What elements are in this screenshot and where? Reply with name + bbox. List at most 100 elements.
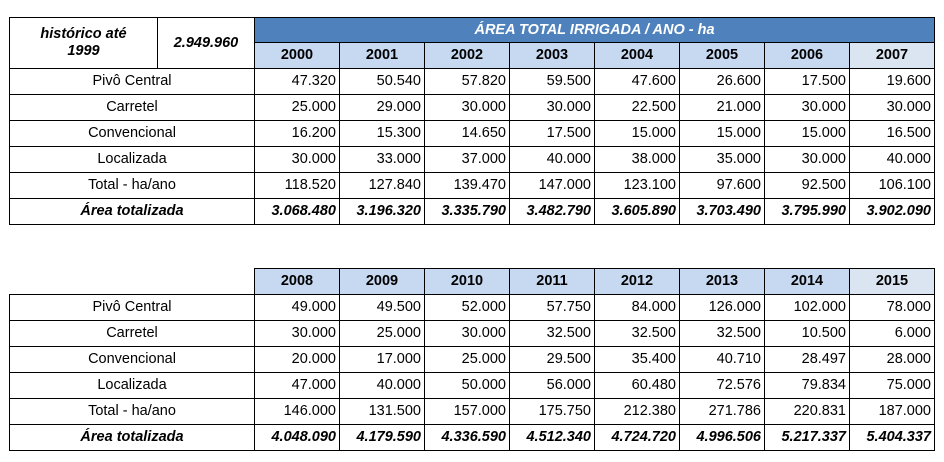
table-cell: 56.000 [509, 372, 595, 399]
table-cell: 4.048.090 [254, 424, 340, 451]
row-label: Carretel [9, 94, 255, 121]
table-cell: 50.000 [424, 372, 510, 399]
table-row: Convencional 20.000 17.000 25.000 29.500 35.4… [9, 346, 935, 373]
empty-corner [10, 269, 255, 295]
table-cell: 57.750 [509, 294, 595, 321]
table-cell: 72.576 [679, 372, 765, 399]
table-cell: 40.000 [339, 372, 425, 399]
year-header: 2002 [424, 42, 510, 69]
table-cell: 4.996.506 [679, 424, 765, 451]
table-cell: 59.500 [509, 68, 595, 95]
table-cell: 92.500 [764, 172, 850, 199]
table-cell: 3.482.790 [509, 198, 595, 225]
table-cell: 52.000 [424, 294, 510, 321]
table-row: Carretel 25.000 29.000 30.000 30.000 22.500 21… [9, 94, 935, 121]
table-cell: 28.497 [764, 346, 850, 373]
row-label: Área totalizada [9, 198, 255, 225]
year-header: 2012 [594, 268, 680, 295]
historico-label-line1: histórico até [40, 26, 127, 42]
table-cell: 6.000 [849, 320, 935, 347]
table-cell: 3.703.490 [679, 198, 765, 225]
table-cell: 49.500 [339, 294, 425, 321]
table-cell: 30.000 [254, 146, 340, 173]
table-row: Área totalizada 4.048.090 4.179.590 4.336.5… [9, 424, 935, 451]
table-cell: 25.000 [424, 346, 510, 373]
table-cell: 5.404.337 [849, 424, 935, 451]
table-row: Área totalizada 3.068.480 3.196.320 3.335.7… [9, 198, 935, 225]
table-cell: 20.000 [254, 346, 340, 373]
table-cell: 25.000 [339, 320, 425, 347]
year-header: 2010 [424, 268, 510, 295]
table-cell: 26.600 [679, 68, 765, 95]
table-cell: 102.000 [764, 294, 850, 321]
table-cell: 30.000 [764, 146, 850, 173]
table-cell: 3.068.480 [254, 198, 340, 225]
table-cell: 3.605.890 [594, 198, 680, 225]
table-cell: 30.000 [254, 320, 340, 347]
table-cell: 30.000 [509, 94, 595, 121]
year-header: 2003 [509, 42, 595, 69]
table-cell: 17.500 [764, 68, 850, 95]
row-label: Localizada [9, 146, 255, 173]
table-cell: 16.500 [849, 120, 935, 147]
table-cell: 17.000 [339, 346, 425, 373]
table-cell: 220.831 [764, 398, 850, 425]
table-cell: 32.500 [679, 320, 765, 347]
row-label: Total - ha/ano [9, 398, 255, 425]
table-cell: 126.000 [679, 294, 765, 321]
table-cell: 35.400 [594, 346, 680, 373]
row-label: Pivô Central [9, 294, 255, 321]
table-row: Total - ha/ano 118.520 127.840 139.470 147.0… [9, 172, 935, 199]
year-header: 2007 [849, 42, 935, 69]
row-label: Carretel [9, 320, 255, 347]
table-cell: 123.100 [594, 172, 680, 199]
table-row: Pivô Central 49.000 49.500 52.000 57.750 84.0… [9, 294, 935, 321]
table-row: Localizada 47.000 40.000 50.000 56.000 60.480… [9, 372, 935, 399]
row-label: Localizada [9, 372, 255, 399]
table-row: Pivô Central 47.320 50.540 57.820 59.500 47.6… [9, 68, 935, 95]
table-cell: 79.834 [764, 372, 850, 399]
table-cell: 3.902.090 [849, 198, 935, 225]
table-cell: 25.000 [254, 94, 340, 121]
row-label: Convencional [9, 120, 255, 147]
year-header-row: 2008 2009 2010 2011 2012 2013 2014 2015 [10, 268, 935, 295]
table-cell: 5.217.337 [764, 424, 850, 451]
year-header: 2006 [764, 42, 850, 69]
table-cell: 47.600 [594, 68, 680, 95]
table-cell: 118.520 [254, 172, 340, 199]
table-cell: 147.000 [509, 172, 595, 199]
table-cell: 30.000 [424, 94, 510, 121]
table-cell: 187.000 [849, 398, 935, 425]
irrigation-table-2000-2007: histórico até 1999 2.949.960 ÁREA TOTAL … [9, 17, 935, 225]
table-cell: 30.000 [424, 320, 510, 347]
table-cell: 10.500 [764, 320, 850, 347]
year-header-row: 2000 2001 2002 2003 2004 2005 2006 2007 [10, 42, 935, 69]
band-title: ÁREA TOTAL IRRIGADA / ANO - ha [254, 17, 935, 43]
table-cell: 32.500 [594, 320, 680, 347]
row-label: Total - ha/ano [9, 172, 255, 199]
table-cell: 57.820 [424, 68, 510, 95]
table-row: Convencional 16.200 15.300 14.650 17.500 15.0… [9, 120, 935, 147]
table-cell: 3.795.990 [764, 198, 850, 225]
table-cell: 15.000 [764, 120, 850, 147]
year-header: 2004 [594, 42, 680, 69]
table-cell: 4.724.720 [594, 424, 680, 451]
historico-value: 2.949.960 [157, 17, 255, 69]
table-cell: 131.500 [339, 398, 425, 425]
table-cell: 60.480 [594, 372, 680, 399]
table-cell: 127.840 [339, 172, 425, 199]
row-label: Área totalizada [9, 424, 255, 451]
table-cell: 106.100 [849, 172, 935, 199]
table-cell: 22.500 [594, 94, 680, 121]
table-cell: 97.600 [679, 172, 765, 199]
table-cell: 175.750 [509, 398, 595, 425]
table-cell: 4.336.590 [424, 424, 510, 451]
year-header: 2009 [339, 268, 425, 295]
table-cell: 16.200 [254, 120, 340, 147]
table-cell: 78.000 [849, 294, 935, 321]
row-label: Pivô Central [9, 68, 255, 95]
irrigation-table-2008-2015: 2008 2009 2010 2011 2012 2013 2014 2015 … [9, 268, 935, 451]
table-cell: 15.300 [339, 120, 425, 147]
table-cell: 271.786 [679, 398, 765, 425]
historico-label-line2: 1999 [67, 43, 100, 59]
